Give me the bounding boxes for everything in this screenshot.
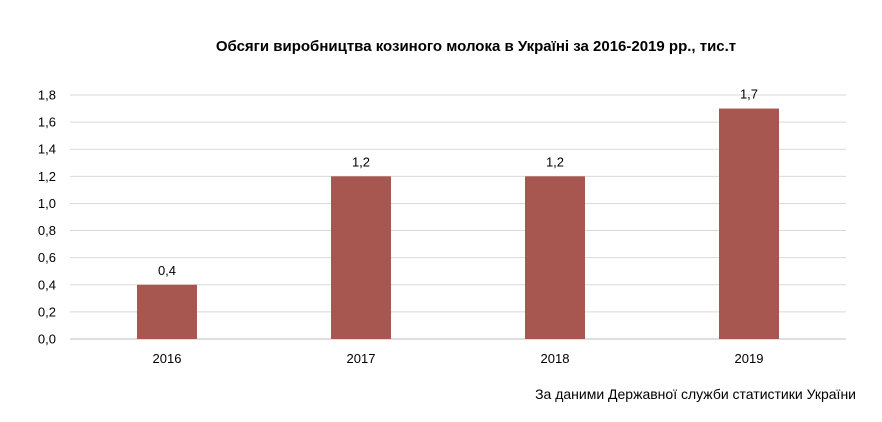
data-label: 1,2 <box>546 154 564 169</box>
x-tick-label: 2018 <box>541 351 570 366</box>
y-tick-label: 0,2 <box>38 304 56 319</box>
plot-area: 0,0 0,2 0,4 0,6 0,8 1,0 1,2 1,4 1,6 1,8 0,4 1,2 1,2… <box>38 87 846 366</box>
bars <box>137 108 779 339</box>
chart-title: Обсяги виробництва козиного молока в Укр… <box>215 38 737 55</box>
bar <box>137 284 197 339</box>
y-tick-label: 1,4 <box>38 142 56 157</box>
bar <box>331 176 391 339</box>
x-tick-label: 2017 <box>347 351 376 366</box>
x-tick-label: 2016 <box>153 351 182 366</box>
bar <box>525 176 585 339</box>
y-tick-label: 1,8 <box>38 88 56 103</box>
y-tick-label: 0,0 <box>38 332 56 347</box>
x-axis-ticks: 2016 2017 2018 2019 <box>153 351 764 366</box>
y-tick-label: 1,2 <box>38 169 56 184</box>
y-tick-label: 1,0 <box>38 196 56 211</box>
data-labels: 0,4 1,2 1,2 1,7 <box>158 87 758 278</box>
gridlines <box>70 94 846 340</box>
x-tick-label: 2019 <box>735 351 764 366</box>
y-axis-ticks: 0,0 0,2 0,4 0,6 0,8 1,0 1,2 1,4 1,6 1,8 <box>38 88 56 347</box>
data-label: 1,7 <box>740 87 758 102</box>
y-tick-label: 0,8 <box>38 223 56 238</box>
y-tick-label: 0,6 <box>38 250 56 265</box>
data-label: 0,4 <box>158 263 176 278</box>
bar <box>719 108 779 339</box>
y-tick-label: 0,4 <box>38 277 56 292</box>
data-label: 1,2 <box>352 154 370 169</box>
source-note: За даними Державної служби статистики Ук… <box>535 386 856 402</box>
y-tick-label: 1,6 <box>38 115 56 130</box>
